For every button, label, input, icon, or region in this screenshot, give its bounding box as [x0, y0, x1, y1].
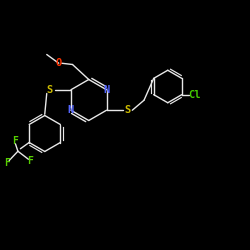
Text: F: F [28, 156, 33, 166]
Text: S: S [46, 85, 53, 95]
Text: N: N [104, 85, 110, 95]
Text: S: S [125, 105, 131, 115]
Text: N: N [68, 105, 74, 115]
Text: Cl: Cl [188, 90, 200, 100]
Text: F: F [4, 158, 10, 168]
Text: O: O [56, 58, 62, 68]
Text: F: F [12, 136, 18, 146]
